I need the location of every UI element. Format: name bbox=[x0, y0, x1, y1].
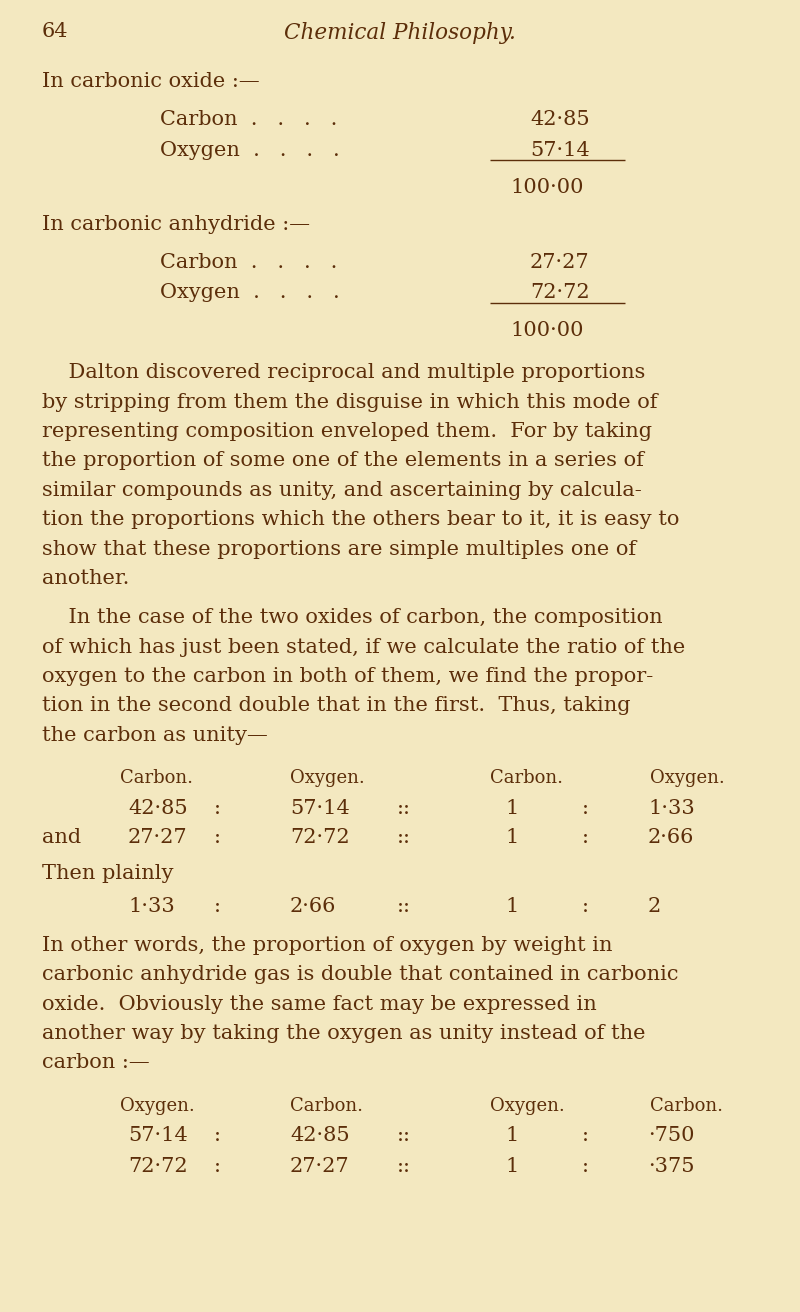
Text: Oxygen.: Oxygen. bbox=[120, 1097, 194, 1115]
Text: :: : bbox=[214, 1157, 221, 1176]
Text: tion in the second double that in the first.  Thus, taking: tion in the second double that in the fi… bbox=[42, 697, 630, 715]
Text: Carbon  .   .   .   .: Carbon . . . . bbox=[160, 253, 338, 272]
Text: :: : bbox=[582, 896, 589, 916]
Text: by stripping from them the disguise in which this mode of: by stripping from them the disguise in w… bbox=[42, 392, 658, 412]
Text: 72·72: 72·72 bbox=[128, 1157, 188, 1176]
Text: Oxygen.: Oxygen. bbox=[650, 769, 725, 787]
Text: Carbon.: Carbon. bbox=[650, 1097, 723, 1115]
Text: ::: :: bbox=[397, 799, 411, 817]
Text: ::: :: bbox=[397, 896, 411, 916]
Text: another way by taking the oxygen as unity instead of the: another way by taking the oxygen as unit… bbox=[42, 1023, 646, 1043]
Text: In the case of the two oxides of carbon, the composition: In the case of the two oxides of carbon,… bbox=[42, 609, 662, 627]
Text: :: : bbox=[214, 1126, 221, 1145]
Text: 1: 1 bbox=[505, 828, 518, 848]
Text: 100·00: 100·00 bbox=[510, 321, 583, 340]
Text: Carbon.: Carbon. bbox=[120, 769, 193, 787]
Text: 42·85: 42·85 bbox=[290, 1126, 350, 1145]
Text: :: : bbox=[214, 828, 221, 848]
Text: 2·66: 2·66 bbox=[648, 828, 694, 848]
Text: Oxygen.: Oxygen. bbox=[490, 1097, 565, 1115]
Text: 27·27: 27·27 bbox=[530, 253, 590, 272]
Text: :: : bbox=[582, 1126, 589, 1145]
Text: In carbonic anhydride :—: In carbonic anhydride :— bbox=[42, 215, 310, 234]
Text: representing composition enveloped them.  For by taking: representing composition enveloped them.… bbox=[42, 422, 652, 441]
Text: carbonic anhydride gas is double that contained in carbonic: carbonic anhydride gas is double that co… bbox=[42, 966, 678, 984]
Text: :: : bbox=[214, 896, 221, 916]
Text: 2: 2 bbox=[648, 896, 662, 916]
Text: ·750: ·750 bbox=[648, 1126, 694, 1145]
Text: Chemical Philosophy.: Chemical Philosophy. bbox=[284, 22, 516, 45]
Text: 27·27: 27·27 bbox=[290, 1157, 350, 1176]
Text: oxide.  Obviously the same fact may be expressed in: oxide. Obviously the same fact may be ex… bbox=[42, 994, 597, 1014]
Text: 42·85: 42·85 bbox=[128, 799, 188, 817]
Text: the proportion of some one of the elements in a series of: the proportion of some one of the elemen… bbox=[42, 451, 644, 471]
Text: Oxygen  .   .   .   .: Oxygen . . . . bbox=[160, 283, 340, 302]
Text: 72·72: 72·72 bbox=[290, 828, 350, 848]
Text: ::: :: bbox=[397, 1157, 411, 1176]
Text: 57·14: 57·14 bbox=[530, 140, 590, 160]
Text: similar compounds as unity, and ascertaining by calcula-: similar compounds as unity, and ascertai… bbox=[42, 480, 642, 500]
Text: 1: 1 bbox=[505, 1126, 518, 1145]
Text: and: and bbox=[42, 828, 81, 848]
Text: 1: 1 bbox=[505, 1157, 518, 1176]
Text: 64: 64 bbox=[42, 22, 69, 41]
Text: :: : bbox=[214, 799, 221, 817]
Text: ·375: ·375 bbox=[648, 1157, 694, 1176]
Text: ::: :: bbox=[397, 1126, 411, 1145]
Text: 1·33: 1·33 bbox=[648, 799, 694, 817]
Text: Then plainly: Then plainly bbox=[42, 865, 174, 883]
Text: 27·27: 27·27 bbox=[128, 828, 188, 848]
Text: show that these proportions are simple multiples one of: show that these proportions are simple m… bbox=[42, 539, 636, 559]
Text: 42·85: 42·85 bbox=[530, 110, 590, 129]
Text: carbon :—: carbon :— bbox=[42, 1054, 150, 1072]
Text: Oxygen.: Oxygen. bbox=[290, 769, 365, 787]
Text: 57·14: 57·14 bbox=[128, 1126, 188, 1145]
Text: In other words, the proportion of oxygen by weight in: In other words, the proportion of oxygen… bbox=[42, 935, 613, 955]
Text: 100·00: 100·00 bbox=[510, 178, 583, 197]
Text: :: : bbox=[582, 1157, 589, 1176]
Text: Oxygen  .   .   .   .: Oxygen . . . . bbox=[160, 140, 340, 160]
Text: another.: another. bbox=[42, 569, 130, 588]
Text: :: : bbox=[582, 828, 589, 848]
Text: Carbon  .   .   .   .: Carbon . . . . bbox=[160, 110, 338, 129]
Text: Carbon.: Carbon. bbox=[290, 1097, 363, 1115]
Text: 1: 1 bbox=[505, 799, 518, 817]
Text: 72·72: 72·72 bbox=[530, 283, 590, 302]
Text: :: : bbox=[582, 799, 589, 817]
Text: 1: 1 bbox=[505, 896, 518, 916]
Text: the carbon as unity—: the carbon as unity— bbox=[42, 726, 268, 745]
Text: tion the proportions which the others bear to it, it is easy to: tion the proportions which the others be… bbox=[42, 510, 679, 529]
Text: In carbonic oxide :—: In carbonic oxide :— bbox=[42, 72, 260, 91]
Text: of which has just been stated, if we calculate the ratio of the: of which has just been stated, if we cal… bbox=[42, 638, 686, 656]
Text: 57·14: 57·14 bbox=[290, 799, 350, 817]
Text: oxygen to the carbon in both of them, we find the propor-: oxygen to the carbon in both of them, we… bbox=[42, 666, 654, 686]
Text: Dalton discovered reciprocal and multiple proportions: Dalton discovered reciprocal and multipl… bbox=[42, 363, 646, 382]
Text: Carbon.: Carbon. bbox=[490, 769, 563, 787]
Text: 1·33: 1·33 bbox=[128, 896, 174, 916]
Text: 2·66: 2·66 bbox=[290, 896, 336, 916]
Text: ::: :: bbox=[397, 828, 411, 848]
